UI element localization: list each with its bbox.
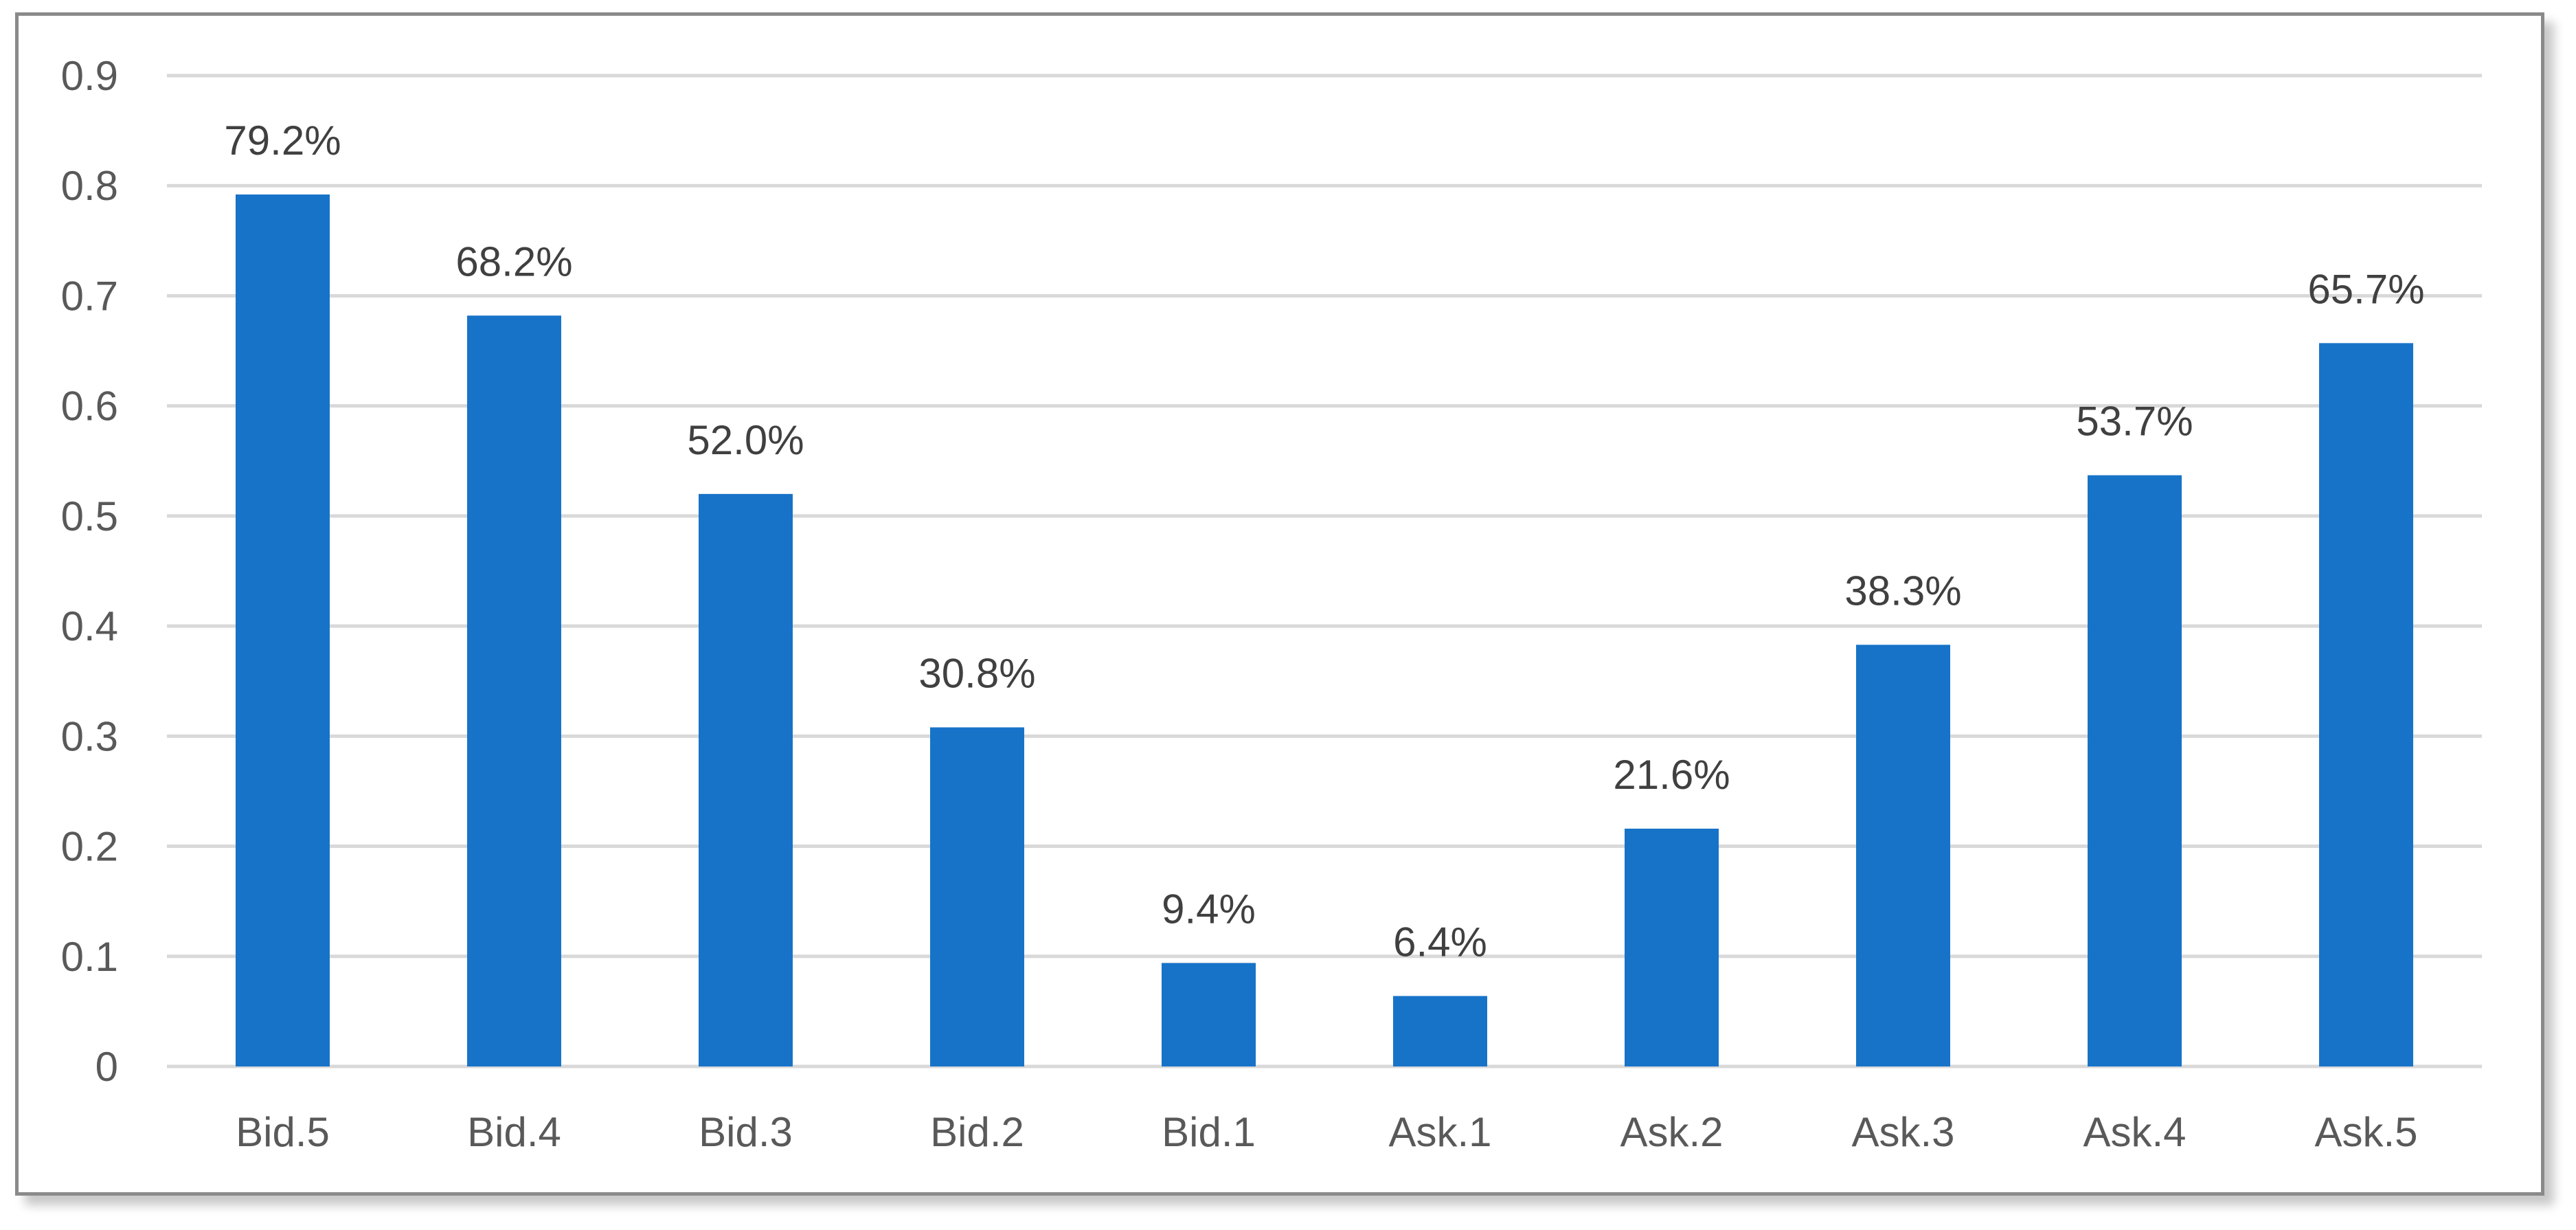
bar (1625, 828, 1719, 1066)
data-label: 21.6% (1613, 752, 1730, 798)
y-tick-label: 0 (95, 1044, 118, 1090)
x-tick-label: Bid.1 (1162, 1109, 1256, 1155)
data-label: 65.7% (2307, 266, 2424, 312)
bar (467, 315, 561, 1067)
data-label: 38.3% (1844, 568, 1961, 614)
x-tick-label: Bid.2 (930, 1109, 1024, 1155)
x-tick-label: Ask.5 (2314, 1109, 2417, 1155)
bar (2319, 343, 2413, 1067)
data-label: 68.2% (455, 238, 572, 284)
bar (699, 493, 793, 1066)
y-tick-label: 0.8 (61, 163, 118, 209)
y-tick-label: 0.6 (61, 383, 118, 429)
x-tick-label: Ask.3 (1851, 1109, 1954, 1155)
x-tick-label: Ask.4 (2083, 1109, 2186, 1155)
data-label: 30.8% (918, 651, 1035, 697)
y-tick-label: 0.9 (61, 53, 118, 99)
bar (236, 194, 330, 1066)
data-labels: 79.2% 68.2% 52.0% 30.8% 9.4% 6.4% 21.6% 38.3% 53… (224, 118, 2424, 965)
y-tick-label: 0.5 (61, 493, 118, 539)
bar (1162, 963, 1256, 1066)
x-tick-label: Ask.2 (1620, 1109, 1723, 1155)
x-axis-ticks: Bid.5 Bid.4 Bid.3 Bid.2 Bid.1 Ask.1 Ask.2 Ask.3… (236, 1109, 2417, 1155)
bar (1856, 645, 1950, 1066)
data-label: 6.4% (1393, 919, 1487, 965)
data-label: 53.7% (2076, 399, 2193, 445)
y-tick-label: 0.4 (61, 603, 118, 649)
data-label: 52.0% (687, 417, 804, 463)
y-axis-ticks: 0 0.1 0.2 0.3 0.4 0.5 0.6 0.7 0.8 0.9 (61, 53, 118, 1090)
y-tick-label: 0.2 (61, 824, 118, 870)
bar (1393, 996, 1487, 1066)
data-label: 79.2% (224, 118, 341, 164)
x-tick-label: Bid.5 (236, 1109, 330, 1155)
bar (2088, 475, 2182, 1066)
y-tick-label: 0.3 (61, 713, 118, 759)
bar (930, 727, 1024, 1066)
bars (236, 194, 2413, 1067)
x-tick-label: Ask.1 (1388, 1109, 1491, 1155)
x-tick-label: Bid.3 (699, 1109, 793, 1155)
data-label: 9.4% (1162, 886, 1256, 932)
x-tick-label: Bid.4 (467, 1109, 561, 1155)
y-tick-label: 0.1 (61, 934, 118, 980)
y-tick-label: 0.7 (61, 273, 118, 319)
